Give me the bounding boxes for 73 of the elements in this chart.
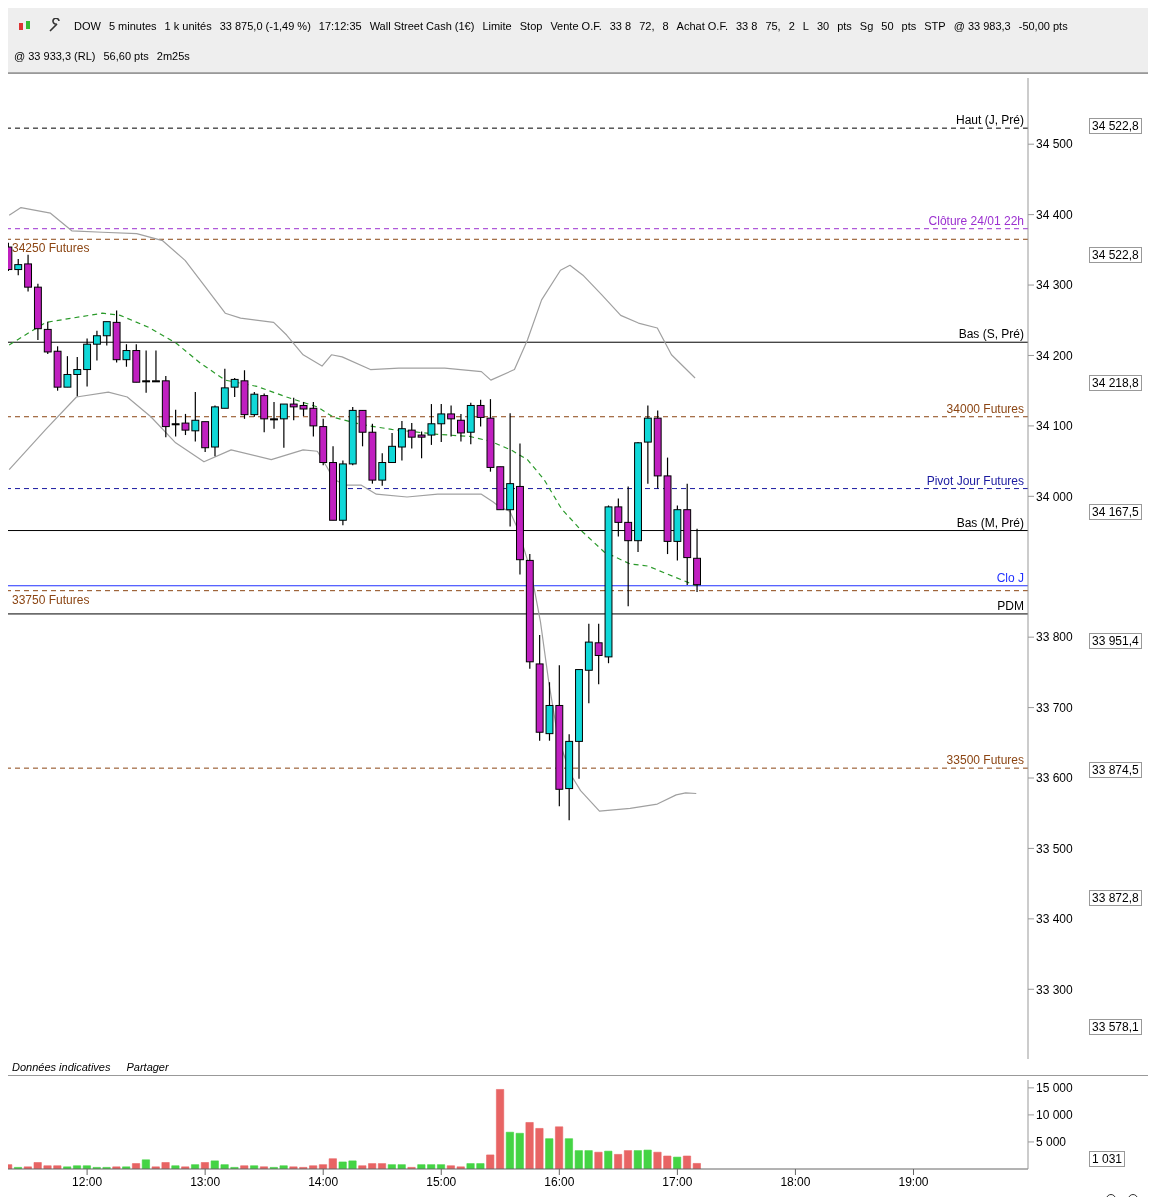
text: 33 874,5	[1089, 761, 1142, 778]
y-tick-label: 33 600	[1036, 771, 1074, 786]
x-tick-label: 19:00	[898, 1174, 929, 1189]
y-tick-label: 10 000	[1036, 1108, 1074, 1123]
text: @ 33 983,3	[953, 20, 1011, 32]
x-tick-label: 15:00	[426, 1174, 457, 1189]
text: Stop	[519, 20, 543, 32]
text: -50,00 pts	[1018, 20, 1068, 32]
x-tick-label: 18:00	[780, 1174, 811, 1189]
text: Partager	[126, 1061, 169, 1073]
text: Limite	[482, 20, 512, 32]
text: 17:12:35	[318, 20, 362, 32]
text: 8	[662, 20, 669, 32]
text: STP	[924, 20, 946, 32]
y-tick-label: 15 000	[1036, 1081, 1074, 1096]
text: 50	[881, 20, 894, 32]
text: 33 951,4	[1089, 632, 1142, 649]
text: pts	[901, 20, 917, 32]
text: 34 167,5	[1089, 504, 1142, 521]
text: 1 k unités	[164, 20, 212, 32]
ref-line-label: Haut (J, Pré)	[955, 113, 1024, 128]
text: Vente O.F.	[550, 20, 602, 32]
ref-line-label: Bas (M, Pré)	[956, 515, 1024, 530]
text: pts	[837, 20, 852, 32]
y-tick-label: 34 300	[1036, 278, 1074, 293]
y-tick-label: 33 800	[1036, 630, 1074, 645]
text: Achat O.F.	[676, 20, 728, 32]
text: 33 8	[735, 20, 758, 32]
ref-line-label: Clo J	[996, 570, 1024, 585]
text: Données indicatives	[12, 1061, 111, 1073]
x-tick-label: 13:00	[190, 1174, 221, 1189]
x-tick-label: 12:00	[72, 1174, 103, 1189]
ref-line-label: Bas (S, Pré)	[958, 327, 1024, 342]
text: 72,	[639, 20, 655, 32]
y-tick-label: 34 100	[1036, 419, 1074, 434]
text: 30	[816, 20, 830, 32]
text: 2m25s	[156, 50, 190, 62]
ref-line-label: 34000 Futures	[946, 401, 1024, 416]
text: 2	[788, 20, 795, 32]
y-tick-label: 33 700	[1036, 700, 1074, 715]
text: 33 8	[609, 20, 632, 32]
text: 33 872,8	[1089, 890, 1142, 907]
x-tick-label: 16:00	[544, 1174, 575, 1189]
y-tick-label: 34 500	[1036, 137, 1074, 152]
ref-line-label: Clôture 24/01 22h	[928, 213, 1024, 228]
y-tick-label: 33 500	[1036, 841, 1074, 856]
text: 34 522,8	[1089, 118, 1142, 134]
ref-line-label: 34250 Futures	[12, 241, 90, 256]
ref-line-label: 33500 Futures	[946, 753, 1024, 768]
y-tick-label: 34 400	[1036, 207, 1074, 222]
y-tick-label: 5 000	[1036, 1135, 1067, 1150]
text: 34 218,8	[1089, 375, 1142, 392]
text: 75,	[765, 20, 781, 32]
text: Sg	[859, 20, 874, 32]
text: 34 522,8	[1089, 246, 1142, 263]
y-tick-label: 33 400	[1036, 912, 1074, 927]
ref-line-label: Pivot Jour Futures	[926, 473, 1024, 488]
ref-line-label: 33750 Futures	[12, 592, 90, 607]
text: L	[802, 20, 809, 32]
text: 1 031	[1089, 1151, 1126, 1167]
x-tick-label: 17:00	[662, 1174, 693, 1189]
y-tick-label: 33 300	[1036, 982, 1074, 997]
text: Wall Street Cash (1€)	[369, 20, 475, 32]
y-tick-label: 34 200	[1036, 348, 1074, 363]
text: DOW	[74, 20, 101, 32]
text: 33 578,1	[1089, 1019, 1142, 1035]
text: 33 875,0 (-1,49 %)	[219, 20, 311, 32]
text: 5 minutes	[108, 20, 157, 32]
text: @ 33 933,3 (RL)	[14, 50, 96, 62]
x-tick-label: 14:00	[308, 1174, 339, 1189]
ref-line-label: PDM	[997, 598, 1024, 613]
text: 56,60 pts	[103, 50, 149, 62]
y-tick-label: 34 000	[1036, 489, 1074, 504]
